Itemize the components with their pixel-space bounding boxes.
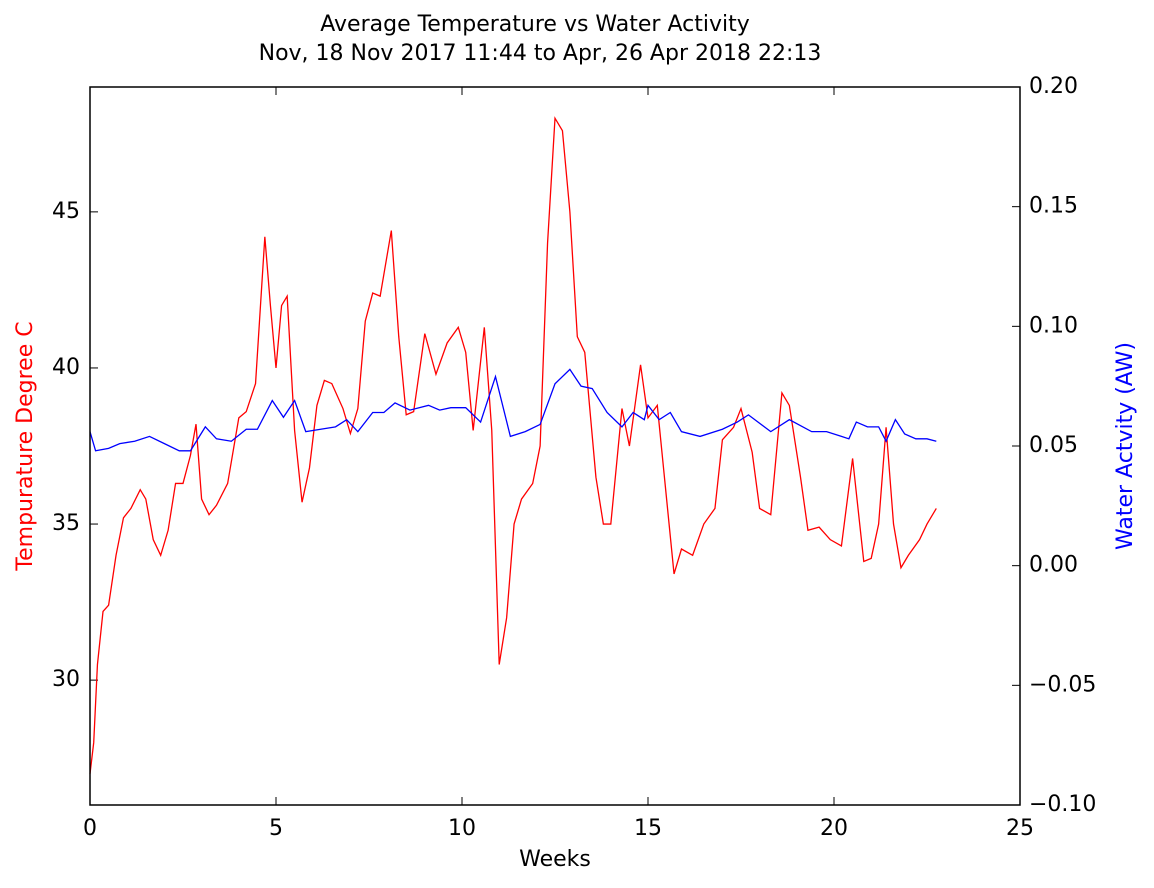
y2-tick-label: 0.05 (1029, 433, 1078, 458)
plot-frame (89, 86, 1021, 806)
x-tick-label: 20 (820, 816, 848, 841)
chart-subtitle: Nov, 18 Nov 2017 11:44 to Apr, 26 Apr 20… (259, 41, 822, 66)
x-axis-label: Weeks (519, 847, 591, 872)
series-line (89, 368, 937, 452)
x-tick-label: 5 (269, 816, 283, 841)
y2-tick-label: 0.00 (1029, 553, 1078, 578)
y2-tick-label: 0.15 (1029, 194, 1078, 219)
y-tick-label: 30 (52, 667, 80, 692)
series-line (89, 116, 937, 774)
y-axis-label: Tempurature Degree C (13, 321, 38, 571)
y-tick-label: 35 (52, 511, 80, 536)
y2-tick-label: 0.10 (1029, 313, 1078, 338)
y-tick-label: 40 (52, 355, 80, 380)
x-tick-label: 15 (634, 816, 662, 841)
y2-tick-label: −0.05 (1029, 672, 1096, 697)
x-tick-label: 25 (1006, 816, 1034, 841)
y2-axis-label: Water Actvity (AW) (1113, 342, 1138, 550)
x-tick-label: 0 (83, 816, 97, 841)
x-tick-label: 10 (448, 816, 476, 841)
y2-tick-label: 0.20 (1029, 74, 1078, 99)
y2-tick-label: −0.10 (1029, 792, 1096, 817)
y-tick-label: 45 (52, 199, 80, 224)
chart-title: Average Temperature vs Water Activity (320, 12, 749, 37)
